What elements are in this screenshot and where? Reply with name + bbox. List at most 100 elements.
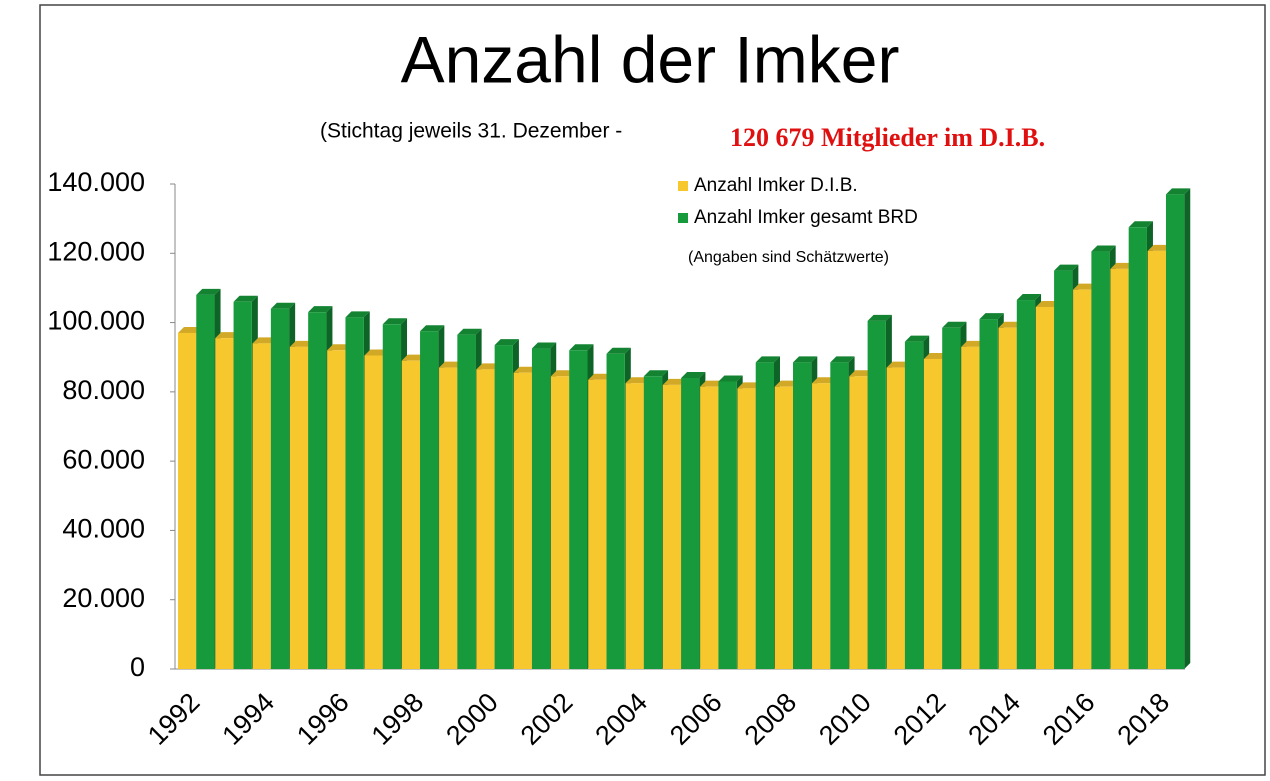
bar: [755, 362, 774, 669]
bar-top: [569, 344, 594, 351]
bar: [904, 341, 924, 669]
bar: [1165, 194, 1185, 669]
bar-top: [998, 321, 1023, 328]
bar-top: [681, 372, 706, 378]
bar-top: [308, 306, 333, 313]
legend-label: Anzahl Imker gesamt BRD: [694, 207, 918, 228]
bar: [401, 360, 421, 669]
bar: [718, 381, 737, 669]
bar: [700, 386, 719, 669]
note: (Angaben sind Schätzwerte): [688, 249, 889, 266]
bar: [1147, 250, 1166, 669]
bar: [625, 383, 644, 669]
bar: [737, 388, 756, 669]
bar-top: [439, 361, 464, 368]
bar: [588, 379, 607, 669]
bar: [830, 362, 849, 669]
bar: [457, 334, 476, 669]
bar-top: [513, 366, 538, 373]
bar: [178, 332, 197, 669]
y-tick-label: 100.000: [47, 306, 145, 336]
bar: [1128, 227, 1147, 669]
bar-top: [718, 375, 743, 382]
bar: [1054, 270, 1073, 669]
bar-top: [625, 377, 650, 384]
bar: [812, 383, 831, 669]
bar-top: [755, 356, 780, 363]
bar-top: [1091, 245, 1116, 252]
bar: [998, 327, 1017, 669]
bar: [793, 362, 812, 669]
bar: [1035, 306, 1055, 669]
legend-label: Anzahl Imker D.I.B.: [694, 175, 858, 196]
bar-top: [364, 349, 389, 356]
bar: [308, 312, 327, 669]
bar-top: [1165, 188, 1191, 195]
chart-title: Anzahl der Imker: [401, 22, 900, 96]
bar-top: [774, 380, 800, 387]
bar-top: [1016, 294, 1042, 301]
bar-top: [942, 321, 967, 328]
bar: [1110, 268, 1129, 669]
bar-top: [476, 363, 501, 370]
y-tick-label: 0: [130, 652, 145, 682]
bar-top: [849, 370, 874, 377]
bar: [215, 338, 234, 669]
bar: [364, 355, 383, 669]
bar-top: [420, 325, 445, 332]
bar-top: [1110, 262, 1135, 269]
bar: [643, 376, 663, 669]
bar: [494, 345, 513, 669]
bar-top: [1147, 244, 1172, 251]
bar: [774, 386, 794, 669]
y-tick-label: 80.000: [62, 375, 145, 405]
bar-top: [812, 377, 837, 384]
bar-top: [830, 356, 855, 363]
bar-top: [345, 311, 370, 318]
bar: [849, 376, 868, 669]
bar: [439, 367, 458, 669]
bar-top: [867, 314, 892, 321]
legend-swatch: [678, 181, 688, 191]
bar: [382, 324, 402, 669]
annotation: 120 679 Mitglieder im D.I.B.: [730, 123, 1045, 152]
bar: [513, 372, 532, 669]
bar-top: [1035, 300, 1061, 307]
bar: [886, 367, 905, 669]
bar: [550, 376, 570, 669]
bar-top: [550, 370, 576, 377]
y-tick-label: 40.000: [62, 514, 145, 544]
bar: [1091, 251, 1110, 669]
bar: [1016, 300, 1036, 669]
y-tick-label: 60.000: [62, 444, 145, 474]
bar-top: [270, 302, 296, 309]
bar: [961, 346, 980, 669]
y-tick-label: 140.000: [47, 167, 145, 197]
bar-top: [531, 342, 557, 349]
bar-top: [700, 380, 725, 387]
bar: [420, 331, 439, 669]
bar: [867, 320, 886, 669]
bar-top: [923, 352, 949, 359]
bar-top: [961, 340, 986, 347]
y-tick-label: 120.000: [47, 236, 145, 266]
bar-side: [1184, 188, 1191, 669]
bar: [531, 348, 551, 669]
bar: [270, 308, 290, 669]
bar: [923, 358, 943, 669]
bar-top: [606, 347, 631, 354]
bar: [569, 350, 588, 669]
bar-top: [196, 288, 221, 295]
bar: [476, 369, 495, 669]
bar-top: [233, 295, 258, 302]
bar: [327, 350, 346, 669]
bar-top: [327, 344, 352, 351]
bar: [233, 301, 252, 669]
bar-top: [1073, 283, 1098, 290]
bar-top: [1054, 264, 1079, 271]
legend-swatch: [678, 213, 688, 223]
bar-top: [252, 337, 277, 344]
bar: [681, 378, 700, 669]
bar: [345, 317, 364, 669]
